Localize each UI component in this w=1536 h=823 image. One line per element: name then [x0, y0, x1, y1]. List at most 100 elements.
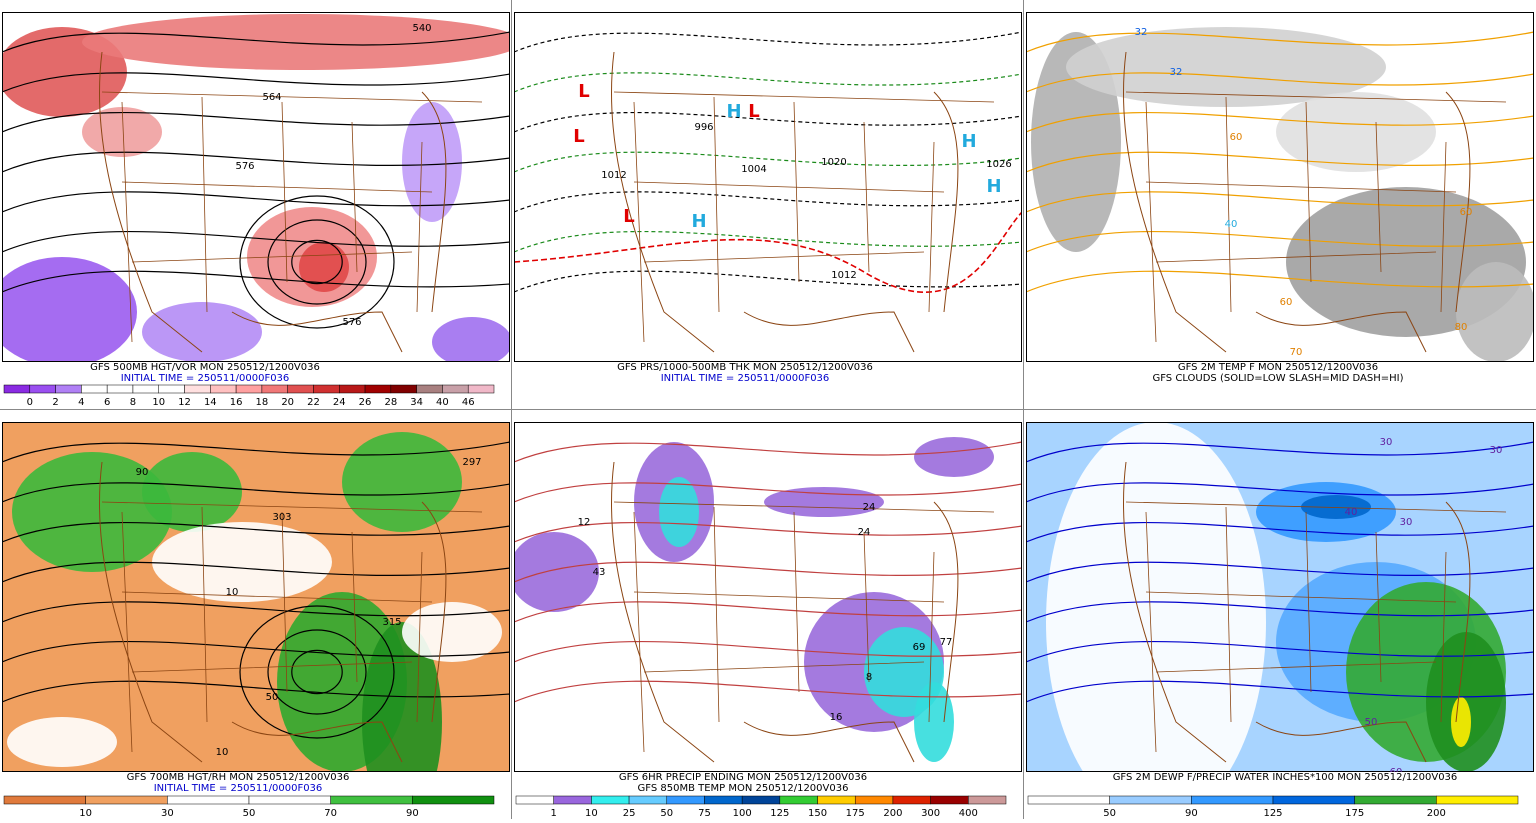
map-label: 69 — [913, 642, 926, 653]
contour-line — [514, 680, 1022, 703]
colorbar-swatch — [390, 384, 417, 394]
colorbar-swatch — [892, 795, 931, 805]
panel: 30 30 40 30 50 60GFS 2M DEWP F/PRECIP WATER I… — [1026, 422, 1534, 819]
contour-line — [2, 680, 510, 703]
panel: 12 43 24 24 8 69 77 16 GFS 6HR PRECIP ENDING MON… — [514, 422, 1022, 819]
contour-line — [2, 191, 510, 213]
map-shading — [1301, 495, 1371, 519]
map: 540 564 576 576 — [2, 12, 510, 362]
colorbar-swatch — [106, 384, 134, 394]
map-label: 77 — [940, 637, 953, 648]
colorbar-swatch — [930, 795, 969, 805]
map-label: L — [623, 206, 634, 227]
colorbar-label: 125 — [1263, 808, 1282, 819]
colorbar-label: 50 — [660, 808, 673, 819]
map-shading — [142, 302, 262, 362]
map: 12 43 24 24 8 69 77 16 — [514, 422, 1022, 772]
map-label: 40 — [1345, 507, 1358, 518]
map-label: 60 — [1390, 767, 1403, 778]
colorbar-label: 16 — [230, 397, 243, 408]
colorbar-swatch — [1436, 795, 1519, 805]
colorbar-label: 18 — [256, 397, 269, 408]
contour-line — [239, 605, 395, 739]
map-shading — [2, 257, 137, 362]
colorbar-label: 28 — [384, 397, 397, 408]
map-label: 40 — [1225, 219, 1238, 230]
map-shading — [914, 437, 994, 477]
map-label: 24 — [858, 527, 871, 538]
map-shading — [1066, 27, 1386, 107]
colorbar-label: 70 — [324, 808, 337, 819]
border-line — [1125, 91, 1507, 343]
map-label: 16 — [830, 712, 843, 723]
map-label: 540 — [412, 23, 431, 34]
colorbar-swatch — [628, 795, 668, 805]
coast-line — [98, 51, 447, 353]
contour-line — [1026, 151, 1534, 173]
contour-line — [2, 521, 510, 543]
map-label: 70 — [1290, 347, 1303, 358]
contour-line — [514, 640, 1022, 663]
contour-line — [1026, 191, 1534, 213]
map: 90 297 303 315 10 50 10 — [2, 422, 510, 772]
colorbar-swatch — [779, 795, 818, 805]
contour-line — [2, 31, 510, 53]
colorbar-label: 400 — [959, 808, 978, 819]
map-shading — [402, 602, 502, 662]
colorbar-swatch — [330, 795, 413, 805]
coast-line — [1122, 461, 1471, 763]
map-label: 30 — [1490, 445, 1503, 456]
colorbar-label: 90 — [1185, 808, 1198, 819]
map-label: 315 — [382, 617, 401, 628]
map-label: L — [573, 126, 584, 147]
colorbar-label: 175 — [846, 808, 865, 819]
colorbar-swatch — [248, 795, 331, 805]
map-label: 297 — [462, 457, 481, 468]
contour-line — [2, 270, 510, 293]
colorbar-label: 10 — [585, 808, 598, 819]
map-label: 43 — [593, 567, 606, 578]
colorbar-swatch — [184, 384, 211, 394]
colorbar-label: 24 — [333, 397, 346, 408]
colorbar-swatch — [515, 795, 554, 805]
colorbar-label: 6 — [104, 397, 110, 408]
contour-line — [291, 239, 343, 285]
colorbar-swatch — [132, 384, 159, 394]
map-shading — [1046, 422, 1266, 772]
contour-line — [514, 441, 1022, 463]
colorbar-label: 40 — [436, 397, 449, 408]
colorbar-label: 46 — [462, 397, 475, 408]
contour-line — [1026, 230, 1534, 253]
colorbar-swatch — [29, 384, 56, 394]
colorbar-swatch — [1272, 795, 1355, 805]
map-label: H — [691, 211, 706, 232]
border-line — [101, 91, 483, 343]
colorbar-swatch — [210, 384, 237, 394]
contour-line — [1026, 521, 1534, 543]
map-frame — [514, 422, 1022, 772]
map-label: H — [726, 101, 741, 122]
map-shading — [514, 532, 599, 612]
map-shading — [342, 432, 462, 532]
colorbar-swatch — [854, 795, 894, 805]
map-label: 10 — [226, 587, 239, 598]
colorbar-label: 1 — [551, 808, 557, 819]
subcaption: INITIAL TIME = 250511/0000F036 — [661, 373, 830, 384]
colorbar-label: 34 — [410, 397, 423, 408]
map-shading — [82, 14, 510, 70]
contour-line — [1026, 482, 1534, 503]
contour-line — [2, 561, 510, 583]
colorbar-swatch — [167, 795, 250, 805]
contour-line — [2, 72, 510, 93]
map-shading — [432, 317, 510, 362]
colorbar-swatch — [666, 795, 705, 805]
colorbar-swatch — [158, 384, 185, 394]
colorbar-label: 26 — [359, 397, 372, 408]
colorbar-label: 2 — [52, 397, 58, 408]
map-label: 1012 — [831, 270, 856, 281]
contour-line — [267, 219, 367, 305]
caption: GFS 500MB HGT/VOR MON 250512/1200V036 — [90, 362, 320, 373]
